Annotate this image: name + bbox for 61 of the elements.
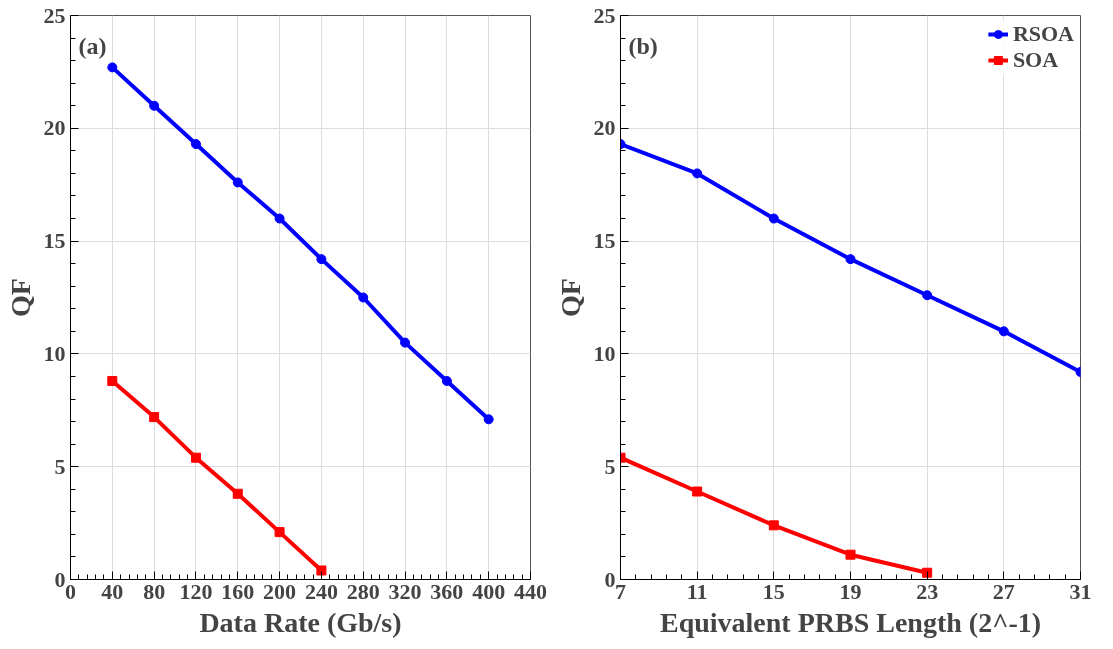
x-axis-title: Data Rate (Gb/s): [199, 606, 402, 638]
y-tick-label: 20: [43, 115, 66, 141]
point: [922, 567, 933, 578]
x-tick-label: 160: [221, 578, 255, 604]
point: [483, 414, 494, 425]
x-tick-label: 15: [762, 578, 785, 604]
point: [768, 520, 779, 531]
x-tick-label: 31: [1069, 578, 1092, 604]
point: [232, 177, 243, 188]
x-tick-label: 11: [686, 578, 708, 604]
legend-label: SOA: [1012, 47, 1059, 73]
x-tick-label: 120: [179, 578, 213, 604]
x-tick-label: 240: [304, 578, 338, 604]
point: [316, 565, 327, 576]
point: [768, 213, 779, 224]
x-tick-label: 19: [839, 578, 862, 604]
y-tick-label: 5: [54, 453, 66, 479]
point: [400, 337, 411, 348]
point: [274, 527, 285, 538]
x-tick-label: 280: [346, 578, 380, 604]
x-tick-label: 7: [615, 578, 626, 604]
annotation: (b): [628, 32, 658, 59]
point: [441, 375, 452, 386]
point: [358, 292, 369, 303]
y-tick-label: 20: [593, 115, 616, 141]
x-tick-label: 360: [430, 578, 464, 604]
point: [845, 549, 856, 560]
y-axis-title: QF: [4, 278, 36, 317]
x-tick-label: 440: [514, 578, 547, 604]
point: [149, 100, 160, 111]
x-tick-label: 40: [101, 578, 124, 604]
point: [692, 486, 703, 497]
point: [922, 290, 933, 301]
x-tick-label: 23: [916, 578, 939, 604]
annotation: (a): [78, 32, 107, 59]
y-axis-title: QF: [554, 278, 586, 317]
point: [232, 488, 243, 499]
point: [107, 62, 118, 73]
x-tick-label: 200: [263, 578, 297, 604]
point: [845, 254, 856, 265]
x-tick-label: 80: [143, 578, 166, 604]
point: [998, 326, 1009, 337]
point: [316, 254, 327, 265]
y-tick-label: 10: [593, 340, 616, 366]
point: [274, 213, 285, 224]
point: [190, 452, 201, 463]
point: [692, 168, 703, 179]
point: [149, 412, 160, 423]
x-tick-label: 27: [992, 578, 1015, 604]
y-tick-label: 25: [43, 2, 66, 28]
legend-label: RSOA: [1012, 21, 1074, 47]
y-tick-label: 15: [593, 228, 616, 254]
x-axis-title: Equivalent PRBS Length (2^-1): [659, 606, 1042, 638]
y-tick-label: 25: [593, 2, 616, 28]
y-tick-label: 5: [604, 453, 616, 479]
x-tick-label: 320: [388, 578, 422, 604]
y-tick-label: 15: [43, 228, 66, 254]
y-tick-label: 10: [43, 340, 66, 366]
x-tick-label: 400: [472, 578, 506, 604]
point: [107, 375, 118, 386]
point: [190, 139, 201, 150]
